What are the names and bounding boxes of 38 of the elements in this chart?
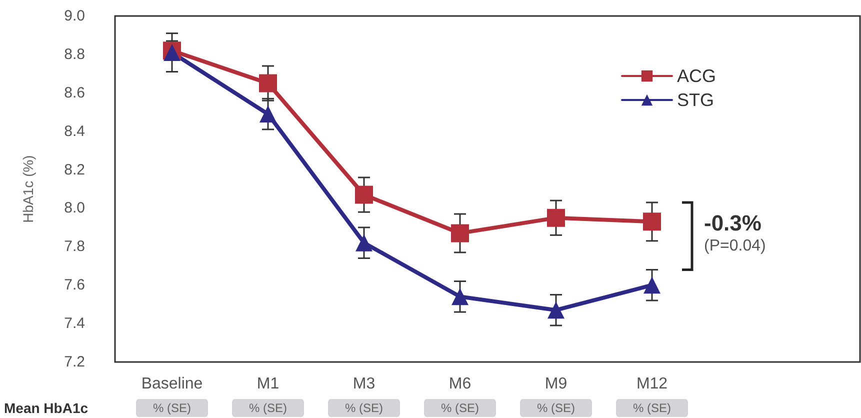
y-tick-label: 7.8 [64,238,85,256]
x-tick-label: M1 [256,376,280,392]
y-tick-label: 8.8 [64,46,85,63]
x-tick-label: M12 [636,376,668,392]
text: -0.3% [704,210,762,236]
x-tick-label: M9 [544,376,568,392]
point [355,186,373,204]
y-tick-label: 8.6 [64,84,85,102]
text: % (SE) [440,401,480,415]
point [452,288,468,306]
y-tick-label: 8.2 [64,161,85,178]
x-tick-label: M6 [448,376,472,392]
y-tick-label: 7.2 [64,354,85,370]
text: % (SE) [152,401,192,415]
point [451,224,469,242]
text: % (SE) [536,401,576,415]
legend-label: ACG [676,66,716,86]
y-tick-label: 7.6 [64,276,85,294]
point [547,208,565,227]
point [548,302,564,319]
text: % (SE) [248,401,288,415]
y-tick-label: 7.4 [64,315,85,332]
point [259,74,277,92]
point [643,212,661,231]
text: (P=0.04) [704,238,766,255]
point [260,106,276,123]
legend-label: STG [676,90,714,110]
point [356,234,372,252]
y-tick-label: 8.4 [64,122,85,140]
y-axis-title: HbA1c (%) [20,155,36,223]
text: % (SE) [344,401,384,415]
text: % (SE) [632,401,672,415]
y-tick-label: 8.0 [64,200,85,217]
point [644,276,660,294]
y-tick-label: 9.0 [64,8,85,24]
x-tick-label: M3 [352,376,376,392]
x-tick-label: Baseline [141,376,203,392]
text: Mean HbA1c [4,400,88,416]
